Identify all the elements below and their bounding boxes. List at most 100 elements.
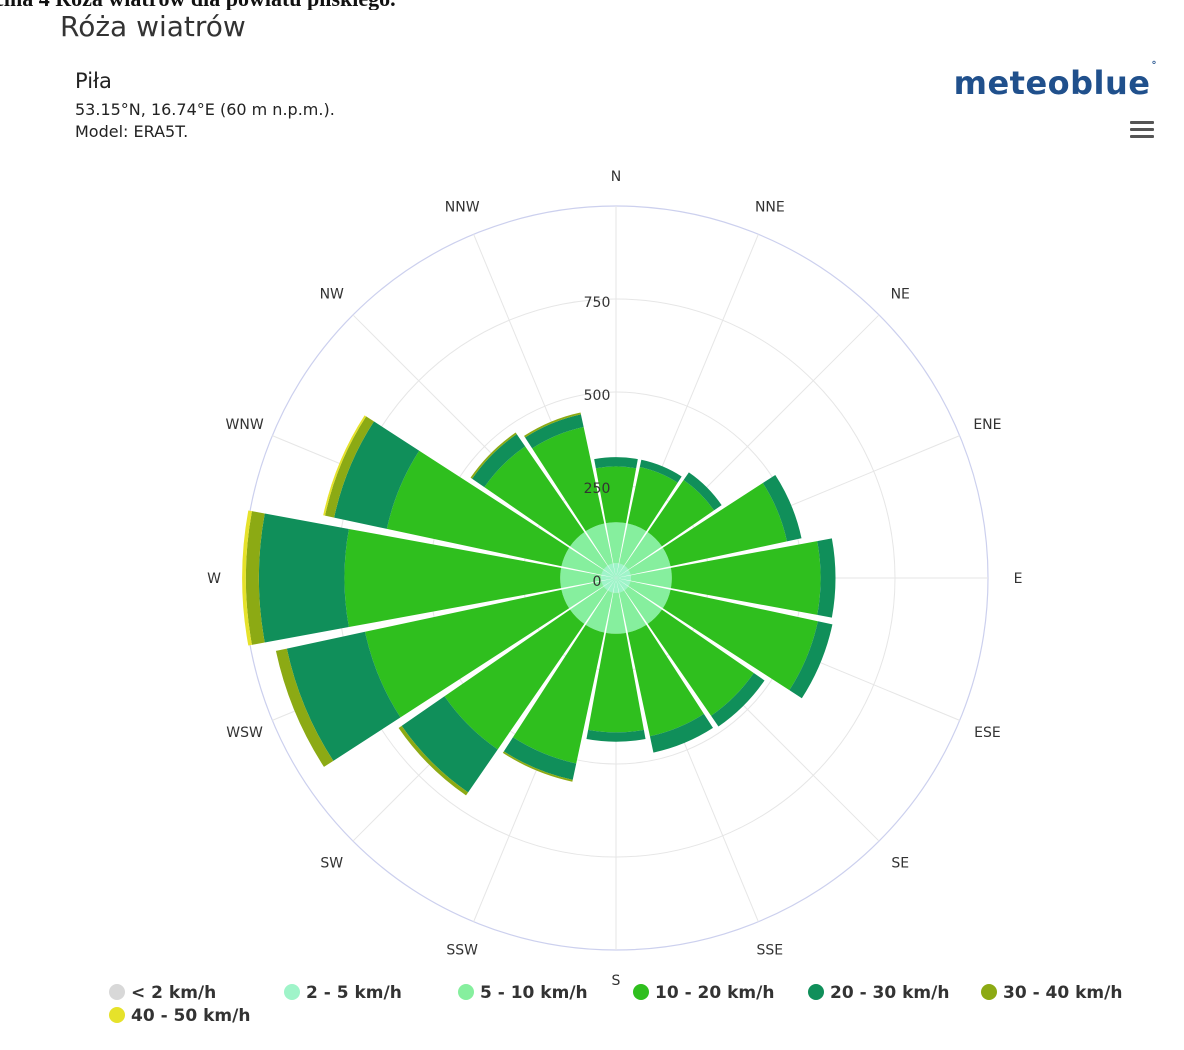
rose-segment-sse[interactable] — [627, 624, 704, 737]
rose-segment-nw[interactable] — [603, 565, 616, 578]
rose-segment-ne[interactable] — [616, 565, 629, 578]
rose-segment-ene[interactable] — [628, 547, 671, 575]
direction-label: SW — [320, 855, 343, 871]
page-title: Róża wiatrów — [60, 10, 246, 43]
meteoblue-logo[interactable]: meteoblue° — [953, 60, 1157, 102]
rose-segment-nw[interactable] — [470, 432, 517, 479]
rose-segment-w[interactable] — [560, 567, 602, 589]
rose-segment-ese[interactable] — [789, 621, 833, 699]
rose-segment-nne[interactable] — [619, 523, 647, 566]
rose-segment-w[interactable] — [344, 528, 562, 628]
rose-segment-se[interactable] — [647, 609, 754, 716]
rose-segment-sw[interactable] — [603, 578, 616, 591]
rose-segment-ene[interactable] — [616, 569, 631, 578]
logo-text: meteoblue — [953, 64, 1151, 102]
rose-segment-e[interactable] — [616, 575, 631, 581]
legend-label: 30 - 40 km/h — [1003, 983, 1123, 1003]
rose-segment-wnw[interactable] — [601, 569, 616, 578]
rose-segment-s[interactable] — [605, 592, 627, 634]
legend-item[interactable]: < 2 km/h — [109, 983, 216, 1003]
rose-segment-wnw[interactable] — [386, 450, 570, 567]
hamburger-menu-icon[interactable] — [1130, 121, 1154, 141]
rose-segment-nnw[interactable] — [585, 523, 613, 566]
direction-label: ENE — [973, 417, 1001, 433]
rose-segment-sse[interactable] — [649, 713, 713, 753]
legend-item[interactable]: 5 - 10 km/h — [458, 983, 588, 1003]
legend-item[interactable]: 40 - 50 km/h — [109, 1006, 250, 1026]
rose-segment-ssw[interactable] — [512, 624, 605, 764]
rose-segment-ese[interactable] — [616, 578, 631, 587]
rose-segment-n[interactable] — [605, 522, 627, 564]
rose-segment-e[interactable] — [817, 538, 836, 618]
rose-segment-n[interactable] — [595, 466, 637, 524]
direction-label: SSE — [757, 942, 784, 958]
legend-marker — [284, 984, 300, 1000]
rose-segment-w[interactable] — [245, 511, 265, 645]
rose-segment-s[interactable] — [588, 632, 644, 733]
rose-segment-wsw[interactable] — [275, 648, 334, 767]
rose-segment-sse[interactable] — [619, 590, 647, 633]
direction-label: NNE — [755, 200, 785, 216]
rose-segment-se[interactable] — [624, 586, 662, 624]
rose-segment-nw[interactable] — [472, 434, 526, 488]
rose-segment-ne[interactable] — [683, 472, 722, 511]
rose-segment-wsw[interactable] — [601, 578, 616, 587]
rose-segment-ene[interactable] — [662, 483, 787, 567]
rose-segment-ene[interactable] — [762, 474, 802, 542]
rose-segment-w[interactable] — [601, 575, 616, 581]
rose-segment-wsw[interactable] — [286, 631, 401, 761]
rose-segment-sse[interactable] — [616, 578, 625, 593]
rose-segment-ssw[interactable] — [607, 578, 616, 593]
rose-segment-nne[interactable] — [627, 467, 678, 532]
rose-segment-nnw[interactable] — [525, 414, 584, 449]
radial-tick-label: 0 — [593, 574, 602, 590]
direction-label: SSW — [446, 942, 478, 958]
rose-segment-n[interactable] — [613, 563, 619, 578]
legend-marker — [109, 1007, 125, 1023]
rose-segment-nnw[interactable] — [532, 427, 605, 532]
rose-segment-sw[interactable] — [398, 725, 469, 796]
rose-segment-w[interactable] — [242, 510, 252, 646]
legend-label: 40 - 50 km/h — [131, 1006, 251, 1026]
rose-segment-wnw[interactable] — [334, 421, 420, 529]
rose-segment-ssw[interactable] — [503, 737, 577, 780]
rose-segment-nnw[interactable] — [524, 412, 581, 438]
rose-segment-ese[interactable] — [662, 589, 818, 691]
rose-segment-nw[interactable] — [484, 446, 585, 547]
legend-label: 5 - 10 km/h — [480, 983, 588, 1003]
rose-segment-s[interactable] — [586, 729, 646, 742]
legend-item[interactable]: 10 - 20 km/h — [633, 983, 774, 1003]
direction-label: WSW — [226, 725, 263, 741]
rose-segment-sw[interactable] — [570, 586, 608, 624]
rose-segment-sw[interactable] — [444, 609, 585, 750]
rose-segment-ese[interactable] — [628, 581, 671, 609]
direction-label: E — [1014, 571, 1023, 587]
rose-segment-se[interactable] — [711, 673, 765, 727]
rose-segment-nne[interactable] — [639, 459, 682, 483]
rose-segment-e[interactable] — [670, 541, 821, 615]
rose-segment-sw[interactable] — [401, 696, 498, 793]
rose-segment-se[interactable] — [616, 578, 629, 591]
direction-label: SE — [891, 855, 909, 871]
rose-segment-wnw[interactable] — [561, 547, 604, 575]
rose-segment-wnw[interactable] — [325, 416, 374, 518]
rose-segment-ne[interactable] — [624, 532, 662, 570]
rose-segment-nw[interactable] — [570, 532, 608, 570]
rose-segment-nnw[interactable] — [607, 563, 616, 578]
rose-segment-wsw[interactable] — [365, 589, 570, 718]
rose-segment-e[interactable] — [630, 567, 672, 589]
rose-segment-w[interactable] — [258, 513, 349, 643]
rose-segment-ne[interactable] — [647, 480, 714, 547]
legend-item[interactable]: 30 - 40 km/h — [981, 983, 1122, 1003]
rose-segment-ssw[interactable] — [585, 590, 613, 633]
rose-segment-wsw[interactable] — [561, 581, 604, 609]
legend-label: 2 - 5 km/h — [306, 983, 402, 1003]
radial-tick-label: 750 — [584, 295, 611, 311]
rose-segment-ssw[interactable] — [502, 751, 573, 782]
rose-segment-n[interactable] — [594, 457, 638, 469]
rose-segment-nne[interactable] — [616, 563, 625, 578]
legend-marker — [458, 984, 474, 1000]
legend-item[interactable]: 2 - 5 km/h — [284, 983, 402, 1003]
rose-segment-s[interactable] — [613, 578, 619, 593]
legend-item[interactable]: 20 - 30 km/h — [808, 983, 949, 1003]
